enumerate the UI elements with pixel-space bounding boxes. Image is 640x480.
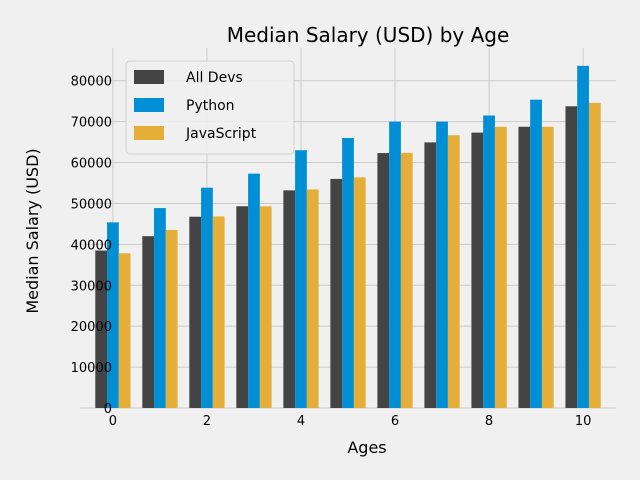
bar — [259, 206, 272, 408]
bar — [165, 229, 178, 408]
bar — [295, 150, 307, 408]
bar-series-group — [95, 65, 601, 409]
y-tick-label: 40000 — [71, 238, 112, 253]
bar — [142, 236, 155, 408]
bar — [447, 135, 460, 408]
bar — [118, 253, 131, 408]
x-tick-labels: 0 2 4 6 8 10 — [109, 414, 592, 429]
x-tick-label: 0 — [109, 414, 117, 429]
bar — [565, 106, 578, 409]
bar — [201, 187, 213, 408]
y-tick-label: 10000 — [71, 361, 112, 376]
x-tick-label: 4 — [297, 414, 305, 429]
y-tick-label: 20000 — [71, 320, 112, 335]
x-tick-label: 6 — [391, 414, 399, 429]
bar — [541, 126, 554, 409]
y-tick-label: 80000 — [71, 75, 112, 90]
chart-title: Median Salary (USD) by Age — [227, 23, 510, 47]
bar-series-python — [107, 65, 589, 409]
bar — [530, 99, 542, 408]
bar — [283, 190, 296, 408]
bar — [494, 126, 507, 409]
x-tick-label: 10 — [575, 414, 592, 429]
bar — [577, 65, 589, 408]
legend-swatch — [134, 70, 164, 84]
bar-series-all-devs — [95, 106, 578, 409]
y-tick-label: 30000 — [71, 279, 112, 294]
legend: All Devs Python JavaScript — [125, 60, 295, 155]
bar — [342, 138, 354, 408]
y-tick-label: 60000 — [71, 157, 112, 172]
bar — [389, 121, 401, 409]
bar — [353, 177, 366, 408]
y-tick-label: 0 — [104, 402, 112, 417]
bar — [306, 189, 319, 408]
bar — [189, 216, 202, 408]
legend-entry: Python — [186, 98, 235, 114]
bar — [330, 178, 343, 408]
legend-box — [125, 60, 295, 155]
y-tick-label: 50000 — [71, 197, 112, 212]
legend-entry: JavaScript — [185, 126, 257, 142]
bar — [424, 142, 437, 409]
bar — [95, 250, 108, 408]
y-tick-labels: 0 10000 20000 30000 40000 50000 60000 70000 8000… — [71, 75, 112, 417]
bar-series-javascript — [118, 102, 601, 409]
x-tick-label: 2 — [203, 414, 211, 429]
bar — [154, 208, 166, 408]
bar — [471, 132, 484, 408]
bar — [107, 222, 119, 408]
bar — [518, 126, 531, 408]
x-tick-label: 8 — [485, 414, 493, 429]
bar — [400, 152, 413, 408]
legend-swatch — [134, 126, 164, 140]
y-tick-label: 70000 — [71, 116, 112, 131]
bar — [212, 216, 225, 408]
bar — [377, 153, 390, 408]
legend-entry: All Devs — [186, 70, 243, 86]
bar — [236, 206, 249, 408]
bar — [483, 115, 495, 409]
legend-swatch — [134, 98, 164, 112]
bar — [248, 173, 260, 408]
y-axis-label: Median Salary (USD) — [23, 148, 42, 313]
bar — [588, 102, 601, 408]
bar — [436, 121, 448, 409]
x-axis-label: Ages — [347, 438, 386, 457]
